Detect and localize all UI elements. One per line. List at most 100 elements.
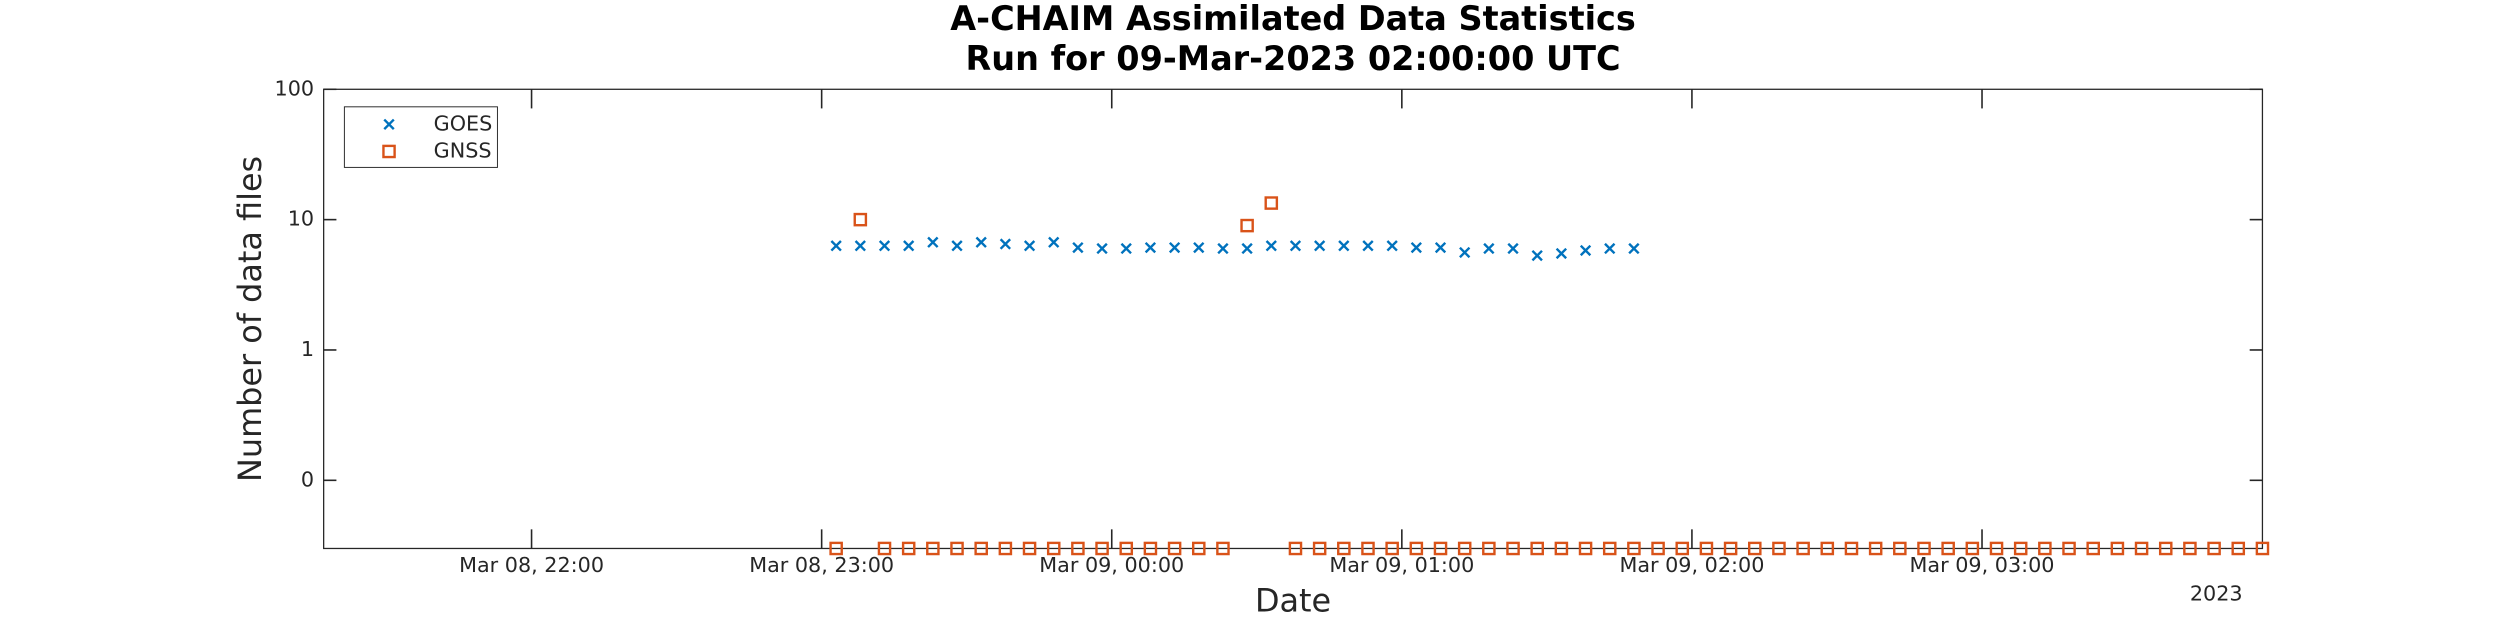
point	[829, 541, 843, 556]
point	[1071, 541, 1085, 556]
y-tick-label: 0	[301, 467, 314, 491]
point	[1241, 242, 1253, 255]
point	[1314, 240, 1326, 252]
point	[1965, 541, 1980, 556]
point	[2231, 541, 2246, 556]
point	[1217, 242, 1229, 255]
point	[1555, 247, 1568, 260]
point	[1167, 541, 1182, 556]
point	[1385, 541, 1399, 556]
point	[1893, 541, 1907, 556]
point	[2183, 541, 2197, 556]
x-tick-label: Mar 09, 00:00	[1039, 553, 1184, 577]
point	[1506, 541, 1520, 556]
point	[1095, 541, 1109, 556]
point	[1362, 240, 1374, 252]
point	[2110, 541, 2125, 556]
point	[1216, 541, 1230, 556]
point	[1046, 541, 1061, 556]
point	[1941, 541, 1955, 556]
point	[1144, 241, 1157, 254]
point	[1240, 218, 1254, 233]
point	[951, 240, 963, 252]
point	[1483, 242, 1495, 255]
point	[998, 541, 1013, 556]
legend-label: GNSS	[434, 138, 492, 162]
point	[1386, 240, 1398, 252]
point	[1023, 240, 1036, 252]
x-tick-label: Mar 09, 03:00	[1910, 553, 2055, 577]
point	[1433, 541, 1448, 556]
point	[1917, 541, 1931, 556]
point	[2062, 541, 2076, 556]
point	[1748, 541, 1762, 556]
point	[927, 236, 939, 248]
point	[2038, 541, 2052, 556]
plot-area	[323, 88, 2264, 550]
point	[2207, 541, 2221, 556]
point	[1265, 240, 1277, 252]
point	[1096, 242, 1108, 255]
point	[1820, 541, 1835, 556]
point	[1482, 541, 1496, 556]
point	[1772, 541, 1786, 556]
point	[999, 238, 1012, 250]
point	[1434, 241, 1447, 254]
point	[1579, 244, 1592, 257]
point	[903, 240, 915, 252]
point	[854, 240, 866, 252]
point	[2158, 541, 2173, 556]
point	[877, 541, 892, 556]
point	[1048, 236, 1060, 248]
point	[1338, 240, 1350, 252]
point	[1699, 541, 1714, 556]
point	[1651, 541, 1665, 556]
chart-subtitle: Run for 09-Mar-2023 02:00:00 UTC	[966, 39, 1621, 78]
legend-marker	[383, 118, 395, 130]
point	[1457, 541, 1472, 556]
point	[1072, 241, 1084, 254]
y-tick-label: 1	[301, 337, 314, 361]
point	[1410, 241, 1422, 254]
chart-title: A-CHAIM Assimilated Data Statistics	[950, 0, 1636, 38]
point	[2134, 541, 2149, 556]
point	[878, 240, 891, 252]
point	[830, 240, 842, 252]
x-tick-label: Mar 08, 23:00	[749, 553, 894, 577]
point	[2255, 541, 2270, 556]
point	[1578, 541, 1593, 556]
point	[1627, 541, 1641, 556]
point	[1119, 541, 1134, 556]
point	[1554, 541, 1569, 556]
x-tick-label: Mar 09, 02:00	[1619, 553, 1764, 577]
point	[1989, 541, 2004, 556]
point	[1628, 242, 1640, 255]
point	[1120, 242, 1132, 255]
point	[974, 541, 988, 556]
x-tick-label: Mar 08, 22:00	[459, 553, 604, 577]
point	[853, 212, 868, 227]
y-tick-label: 100	[275, 76, 315, 100]
point	[975, 236, 987, 248]
point	[1264, 196, 1279, 210]
point	[1312, 541, 1327, 556]
x-axis-label: Date	[1255, 582, 1331, 620]
point	[2013, 541, 2028, 556]
point	[1361, 541, 1375, 556]
point	[1602, 541, 1617, 556]
x-axis-annotation: 2023	[2190, 582, 2243, 606]
point	[1193, 241, 1205, 254]
point	[1288, 541, 1303, 556]
legend-box	[343, 106, 498, 168]
point	[1531, 249, 1543, 262]
point	[950, 541, 964, 556]
point	[1143, 541, 1158, 556]
point	[1409, 541, 1424, 556]
point	[2086, 541, 2100, 556]
point	[926, 541, 940, 556]
x-tick-label: Mar 09, 01:00	[1329, 553, 1474, 577]
point	[1604, 242, 1616, 255]
point	[1191, 541, 1206, 556]
point	[1507, 242, 1519, 255]
